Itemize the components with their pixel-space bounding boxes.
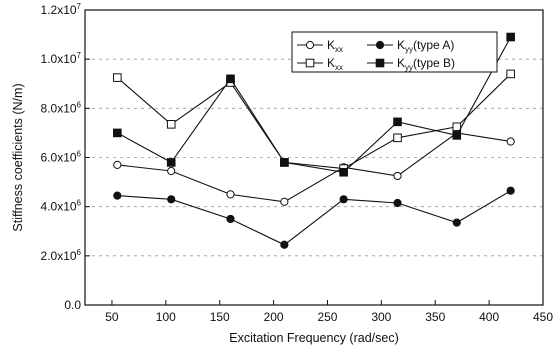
data-point-kyy_a	[452, 218, 461, 227]
data-point-kxx_a	[113, 160, 122, 169]
x-axis-title: Excitation Frequency (rad/sec)	[229, 331, 399, 345]
data-point-kxx_a	[226, 190, 235, 199]
x-tick-label: 300	[371, 310, 391, 324]
legend-marker	[375, 58, 385, 68]
series-line-kxx_a	[117, 132, 511, 203]
legend-marker	[305, 58, 315, 68]
legend-entry-kyy_b: Kyy(type B)	[367, 56, 455, 72]
data-point-kyy_a	[167, 195, 176, 204]
x-tick-label: 250	[317, 310, 337, 324]
data-point-kyy_b	[393, 117, 402, 127]
legend-box	[291, 31, 498, 73]
y-tick-label: 2.0x106	[41, 248, 82, 263]
x-tick-label: 350	[425, 310, 445, 324]
legend-entry-kxx_a: Kxx	[297, 38, 343, 54]
data-point-kxx_a	[506, 137, 515, 146]
series-line-kyy_a	[117, 190, 511, 246]
gridlines	[85, 58, 543, 257]
x-tick-label: 200	[264, 310, 284, 324]
series-kyy_a	[113, 186, 515, 249]
x-tick-label: 100	[156, 310, 176, 324]
y-tick-label: 1.0x107	[41, 51, 82, 66]
series-line-kxx_b	[116, 73, 512, 170]
y-tick-label: 0.0	[64, 298, 81, 312]
legend: Kxx Kyy(type A) Kxx Kyy(type B)	[291, 31, 498, 73]
x-tick-label: 150	[210, 310, 230, 324]
axis-ticks: 0.0 2.0x106 4.0x106 6.0x106 8.0x106 1.0x107 1.…	[41, 2, 554, 324]
x-tick-label: 50	[105, 310, 119, 324]
legend-entry-kyy_a: Kyy(type A)	[367, 38, 454, 54]
series-layer	[113, 32, 515, 249]
data-point-kyy_a	[339, 195, 348, 204]
data-point-kxx_b	[166, 120, 176, 129]
data-point-kyy_a	[393, 198, 402, 208]
y-tick-label: 4.0x106	[41, 199, 82, 214]
legend-label: Kxx	[327, 38, 343, 54]
data-point-kxx_b	[452, 122, 462, 132]
data-point-kxx_b	[506, 69, 515, 79]
y-tick-label: 8.0x106	[41, 100, 82, 115]
data-point-kyy_b	[166, 158, 176, 167]
y-tick-label: 6.0x106	[41, 150, 82, 165]
legend-marker	[305, 40, 315, 50]
data-point-kyy_b	[226, 74, 235, 84]
x-tick-label: 450	[533, 310, 553, 324]
series-kxx_b	[113, 69, 515, 173]
legend-marker	[375, 40, 385, 50]
data-point-kyy_b	[339, 167, 348, 177]
data-point-kyy_b	[506, 32, 515, 42]
data-point-kyy_b	[280, 158, 289, 167]
data-point-kxx_b	[113, 73, 122, 82]
data-point-kyy_a	[280, 240, 289, 249]
data-point-kxx_a	[393, 171, 402, 181]
legend-label: Kyy(type A)	[397, 38, 454, 54]
series-line-kyy_b	[117, 36, 512, 173]
data-point-kyy_b	[452, 131, 462, 140]
data-point-kyy_b	[113, 128, 122, 138]
data-point-kyy_a	[113, 191, 122, 200]
legend-label: Kyy(type B)	[397, 56, 455, 72]
data-point-kyy_a	[506, 186, 515, 195]
y-axis-title: Stiffness coefficients (N/m)	[11, 83, 25, 231]
data-point-kxx_b	[393, 133, 402, 143]
series-kyy_b	[113, 32, 515, 177]
data-point-kyy_a	[226, 214, 235, 224]
y-tick-label: 1.2x107	[41, 2, 82, 17]
data-point-kxx_a	[280, 197, 289, 206]
legend-label: Kxx	[327, 56, 343, 72]
data-point-kxx_a	[167, 166, 176, 176]
legend-entry-kxx_b: Kxx	[297, 56, 343, 72]
x-tick-label: 400	[479, 310, 499, 324]
